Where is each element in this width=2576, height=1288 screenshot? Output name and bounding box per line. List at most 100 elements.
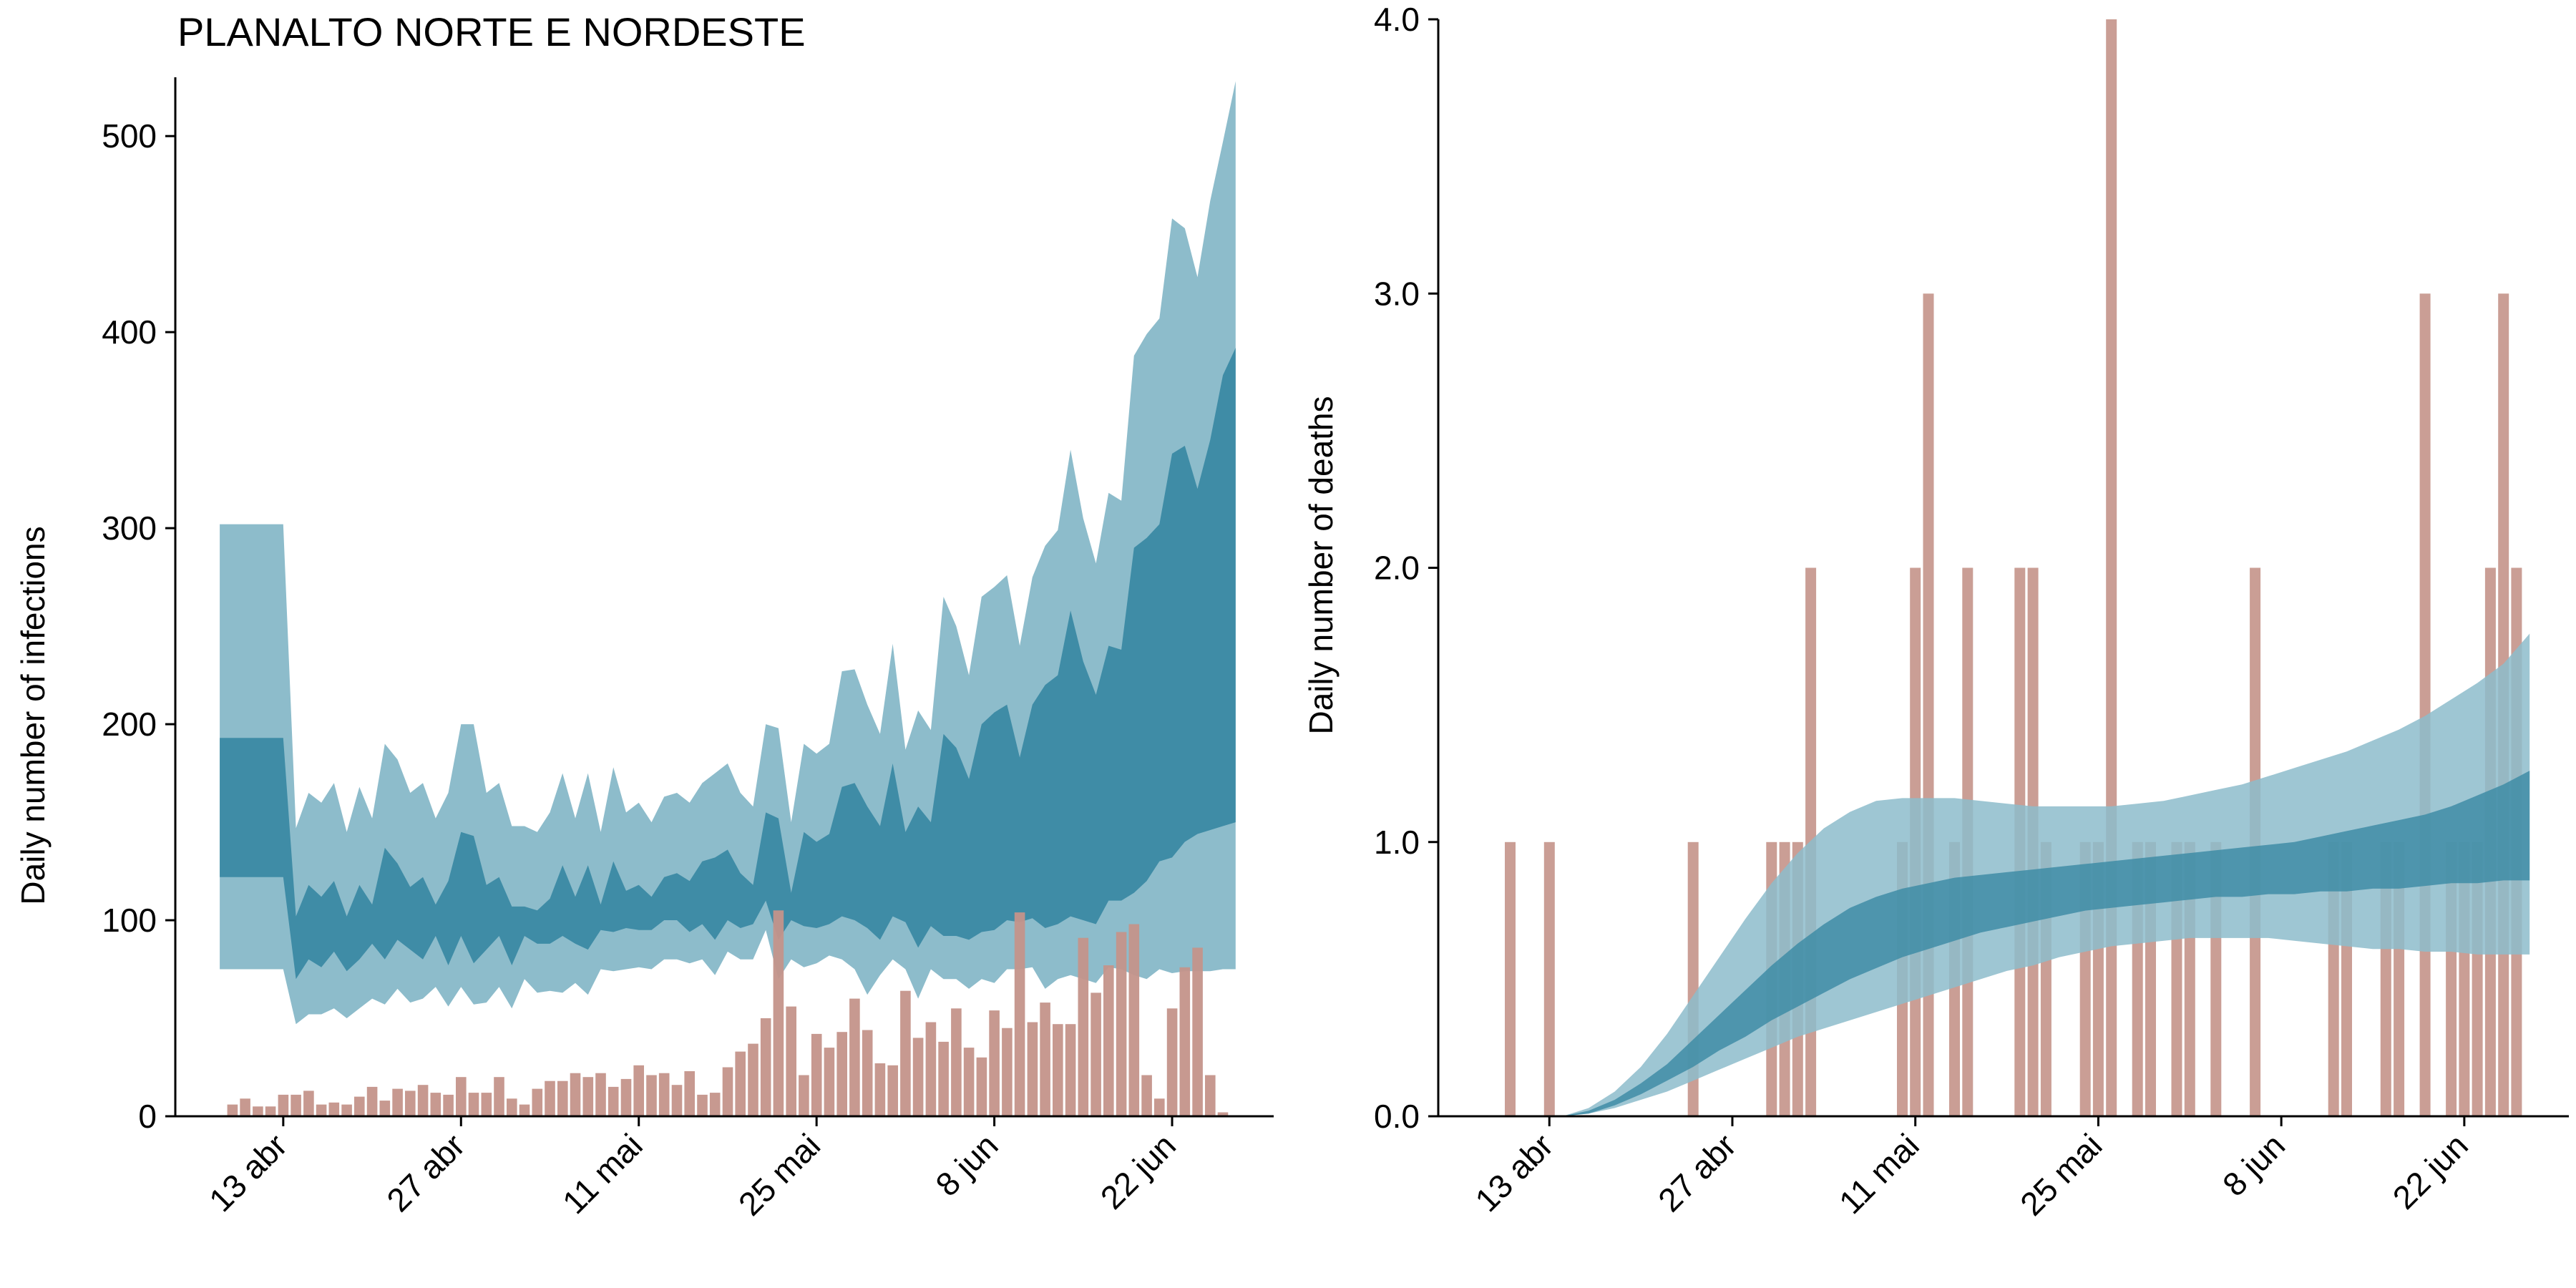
observed-bar <box>1217 1112 1229 1116</box>
observed-bar <box>430 1093 441 1116</box>
y-tick-label: 3.0 <box>1374 275 1420 312</box>
observed-bar <box>1505 841 1516 1117</box>
observed-bar <box>1091 992 1101 1116</box>
x-tick-label: 8 jun <box>928 1126 1005 1203</box>
x-tick-label: 13 abr <box>202 1126 294 1219</box>
chart-title: PLANALTO NORTE E NORDESTE <box>177 9 806 54</box>
observed-bar <box>722 1067 733 1116</box>
observed-bar <box>532 1088 543 1116</box>
observed-bar <box>595 1073 606 1116</box>
observed-bar <box>658 1073 670 1116</box>
deaths-panel: 0.0 1.0 2.0 3.0 4.0 13 abr 27 abr 11 mai 25 mai 8… <box>1302 1 2569 1223</box>
x-tick-label: 8 jun <box>2215 1126 2292 1203</box>
y-tick-label: 4.0 <box>1374 1 1420 38</box>
observed-bar <box>557 1080 568 1116</box>
x-tick-label: 22 jun <box>2386 1126 2475 1216</box>
observed-bar <box>1103 965 1114 1116</box>
observed-bar <box>951 1008 962 1116</box>
observed-bar <box>608 1086 619 1116</box>
x-tick-label: 22 jun <box>1093 1126 1183 1216</box>
observed-bar <box>1065 1024 1076 1116</box>
observed-bar <box>849 998 860 1116</box>
observed-bar <box>1543 841 1555 1117</box>
observed-bar <box>468 1093 479 1116</box>
observed-bar <box>328 1102 340 1116</box>
observed-bar <box>227 1104 238 1116</box>
y-tick-label: 1.0 <box>1374 824 1420 861</box>
observed-bar <box>963 1048 975 1116</box>
observed-bar <box>392 1088 403 1116</box>
observed-bar <box>2106 19 2117 1116</box>
observed-bar <box>1205 1075 1216 1116</box>
observed-bar <box>253 1106 263 1116</box>
x-tick-label: 13 abr <box>1468 1126 1560 1219</box>
observed-bar <box>773 910 784 1116</box>
x-tick-label: 27 abr <box>379 1126 472 1219</box>
observed-bar <box>456 1077 467 1116</box>
observed-bar <box>824 1048 835 1116</box>
observed-bar <box>1166 1008 1178 1116</box>
y-tick-label: 0 <box>138 1098 157 1135</box>
infections-bands <box>220 81 1236 1025</box>
y-tick-label: 500 <box>102 117 157 155</box>
infections-panel: 0 100 200 300 400 500 13 abr 27 abr 11 mai 25 mai… <box>14 9 1274 1223</box>
observed-bar <box>1154 1098 1165 1116</box>
observed-bar <box>582 1077 594 1116</box>
observed-bar <box>925 1022 937 1116</box>
observed-bar <box>811 1033 822 1116</box>
observed-bar <box>671 1085 683 1116</box>
observed-bar <box>1040 1002 1050 1116</box>
observed-bar <box>366 1086 378 1116</box>
observed-bar <box>1141 1075 1152 1116</box>
y-axis-label: Daily number of deaths <box>1302 396 1340 734</box>
observed-bar <box>874 1063 886 1116</box>
observed-bar <box>341 1104 352 1116</box>
observed-bar <box>887 1065 898 1116</box>
observed-bar <box>862 1030 873 1116</box>
observed-bar <box>697 1094 708 1116</box>
observed-bar <box>1179 967 1191 1116</box>
observed-bar <box>1116 932 1127 1116</box>
x-tick-label: 27 abr <box>1651 1126 1743 1219</box>
observed-bar <box>405 1091 416 1116</box>
observed-bar <box>443 1094 454 1116</box>
observed-bar <box>278 1094 289 1116</box>
observed-bar <box>836 1032 847 1116</box>
observed-bar <box>684 1071 695 1116</box>
observed-bar <box>633 1065 644 1116</box>
observed-bar <box>570 1073 581 1116</box>
observed-bar <box>481 1093 492 1116</box>
observed-bar <box>1027 1022 1038 1116</box>
observed-bar <box>976 1057 987 1116</box>
x-tick-label: 25 mai <box>2013 1126 2109 1222</box>
observed-bar <box>938 1041 949 1116</box>
observed-bar <box>1078 937 1089 1116</box>
observed-bar <box>519 1104 530 1116</box>
observed-bar <box>265 1106 276 1116</box>
observed-bar <box>620 1078 632 1116</box>
infections-bars <box>227 910 1229 1116</box>
inner-credible-interval-band <box>220 348 1236 980</box>
observed-bar <box>303 1091 314 1116</box>
observed-bar <box>760 1018 771 1116</box>
x-tick-label: 25 mai <box>731 1126 827 1222</box>
observed-bar <box>545 1080 555 1116</box>
observed-bar <box>646 1075 657 1116</box>
observed-bar <box>735 1051 746 1116</box>
observed-bar <box>1014 912 1025 1116</box>
observed-bar <box>1192 947 1203 1116</box>
observed-bar <box>799 1075 809 1116</box>
observed-bar <box>900 990 911 1116</box>
y-tick-label: 100 <box>102 902 157 939</box>
observed-bar <box>291 1094 301 1116</box>
observed-bar <box>1053 1024 1063 1116</box>
observed-bar <box>2419 293 2431 1117</box>
observed-bar <box>507 1098 517 1116</box>
y-tick-label: 400 <box>102 313 157 351</box>
y-tick-label: 0.0 <box>1374 1098 1420 1135</box>
x-tick-label: 11 mai <box>1832 1126 1926 1221</box>
observed-bar <box>240 1098 250 1116</box>
inner-credible-interval-band <box>1562 771 2530 1116</box>
